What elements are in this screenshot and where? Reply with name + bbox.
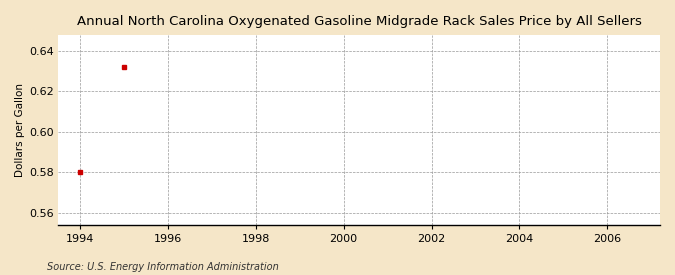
Title: Annual North Carolina Oxygenated Gasoline Midgrade Rack Sales Price by All Selle: Annual North Carolina Oxygenated Gasolin… bbox=[76, 15, 641, 28]
Text: Source: U.S. Energy Information Administration: Source: U.S. Energy Information Administ… bbox=[47, 262, 279, 272]
Y-axis label: Dollars per Gallon: Dollars per Gallon bbox=[15, 83, 25, 177]
